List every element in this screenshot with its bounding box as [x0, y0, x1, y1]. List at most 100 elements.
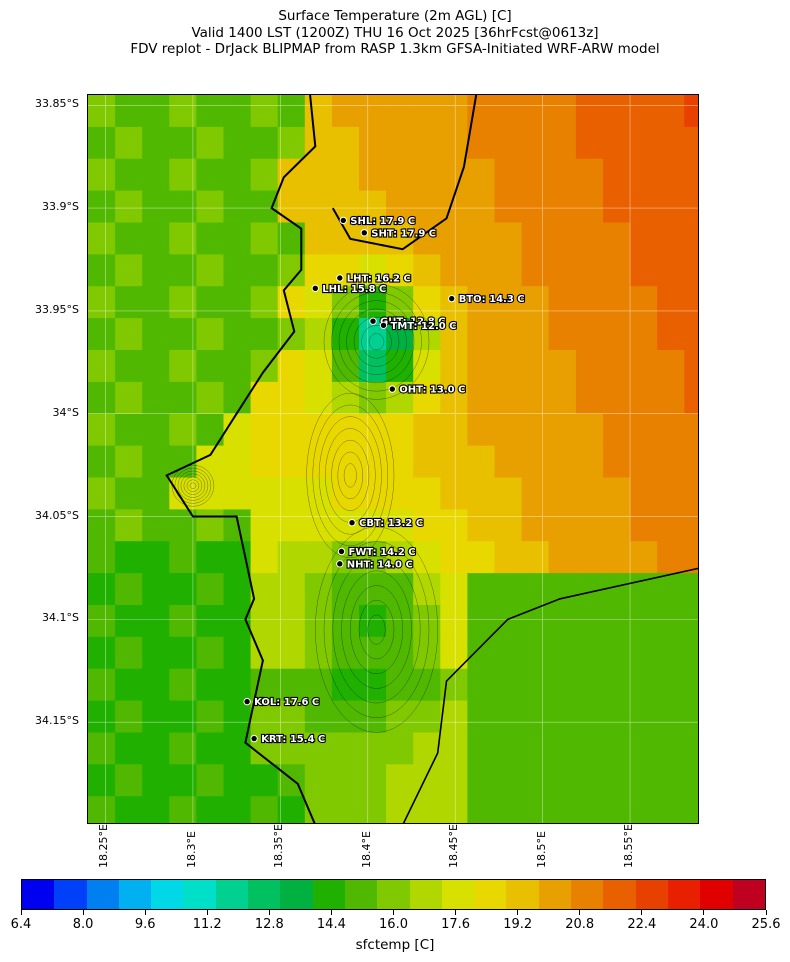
colorbar-segment [215, 880, 249, 909]
colorbar-segment [22, 880, 55, 909]
colorbar-tick-label: 12.8 [254, 917, 284, 932]
colorbar-tick-label: 6.4 [10, 917, 32, 932]
station-nht[interactable]: NHT: 14.0 C [336, 558, 414, 571]
colorbar-tick-label: 8.0 [72, 917, 94, 932]
colorbar-tick [765, 910, 767, 915]
colorbar-segment [86, 880, 119, 909]
colorbar-title: sfctemp [C] [355, 937, 435, 953]
station-label: TMT: 12.0 C [391, 321, 457, 332]
colorbar-segment [700, 880, 733, 909]
colorbar [21, 879, 766, 910]
lon-label: 18.35°E [272, 824, 285, 868]
colorbar-tick-label: 25.6 [751, 917, 781, 932]
station-fwt[interactable]: FWT: 14.2 C [337, 546, 417, 559]
lon-label: 18.45°E [447, 824, 460, 868]
station-marker [311, 284, 320, 293]
station-marker [348, 519, 356, 527]
station-lhl[interactable]: LHL: 15.8 C [311, 283, 387, 296]
colorbar-segment [474, 880, 507, 909]
colorbar-tick [579, 910, 581, 915]
station-shl[interactable]: SHL: 17.9 C [339, 215, 416, 228]
colorbar-segment [506, 880, 539, 909]
station-label: SHT: 17.9 C [371, 228, 436, 239]
colorbar-segment [377, 880, 410, 909]
map-panel[interactable]: SHL: 17.9 C SHT: 17.9 C LHT: 16.2 C LHL: 15… [87, 94, 699, 824]
station-kol[interactable]: KOL: 17.6 C [243, 696, 320, 709]
colorbar-segment [344, 880, 378, 909]
station-lht[interactable]: LHT: 16.2 C [336, 272, 412, 286]
colorbar-segment [151, 880, 184, 909]
colorbar-segment [312, 880, 345, 909]
station-marker [243, 697, 251, 706]
station-label: LHL: 15.8 C [322, 284, 386, 295]
station-krt[interactable]: KRT: 15.4 C [250, 733, 326, 746]
station-label: GUT: 12.8 C [380, 317, 446, 328]
station-marker [379, 321, 388, 330]
colorbar-segment [183, 880, 216, 909]
station-oht[interactable]: OHT: 13.0 C [388, 384, 467, 397]
station-label: BTO: 14.3 C [459, 294, 525, 305]
colorbar-segment [280, 880, 313, 909]
lat-label: 34.15°S [35, 714, 79, 727]
colorbar-tick [330, 910, 332, 915]
station-tmt[interactable]: TMT: 12.0 C [379, 320, 458, 333]
station-marker [250, 734, 258, 743]
lat-label: 34.05°S [35, 509, 79, 522]
colorbar-tick [641, 910, 643, 915]
station-marker [336, 560, 344, 568]
station-label: KRT: 15.4 C [261, 734, 325, 745]
colorbar-tick [393, 910, 394, 915]
station-label: KOL: 17.6 C [254, 697, 319, 708]
colorbar-segment [54, 880, 87, 909]
station-sht[interactable]: SHT: 17.9 C [360, 227, 437, 240]
colorbar-segment [667, 880, 701, 909]
station-marker [388, 385, 396, 393]
station-cbt[interactable]: CBT: 13.2 C [348, 517, 424, 530]
station-label: SHL: 17.9 C [350, 216, 415, 227]
colorbar-tick-label: 16.0 [379, 917, 408, 932]
colorbar-tick-label: 11.2 [192, 917, 222, 932]
colorbar-segment [732, 880, 765, 909]
coastline [165, 95, 317, 823]
colorbar-segment [635, 880, 668, 909]
lon-label: 18.55°E [622, 824, 635, 868]
station-bto[interactable]: BTO: 14.3 C [448, 293, 526, 306]
boundary-line [402, 567, 698, 823]
temperature-field [88, 95, 698, 823]
lat-label: 34°S [52, 406, 79, 419]
colorbar-segment [409, 880, 442, 909]
lon-label: 18.5°E [535, 831, 548, 868]
colorbar-tick [82, 910, 84, 915]
graticule [88, 95, 698, 823]
colorbar-tick-label: 9.6 [134, 917, 156, 932]
chart-title: Surface Temperature (2m AGL) [C] Valid 1… [0, 8, 790, 58]
colorbar-tick [703, 910, 705, 915]
colorbar-tick [268, 910, 270, 915]
station-gut[interactable]: GUT: 12.8 C [369, 316, 447, 329]
lon-label: 18.25°E [97, 824, 110, 868]
colorbar-tick-label: 20.8 [565, 917, 595, 932]
title-line-1: Surface Temperature (2m AGL) [C] [278, 8, 512, 24]
colorbar-segment [118, 880, 152, 909]
station-marker [360, 229, 368, 237]
colorbar-tick-label: 17.6 [441, 917, 471, 932]
colorbar-segment [538, 880, 572, 909]
lat-label: 33.95°S [35, 303, 79, 316]
station-label: LHT: 16.2 C [347, 274, 411, 285]
station-marker [448, 294, 456, 303]
colorbar-tick [455, 910, 457, 915]
lon-label: 18.3°E [185, 831, 198, 868]
lat-label: 34.1°S [42, 611, 79, 624]
colorbar-segment [441, 880, 475, 909]
station-marker [339, 216, 348, 225]
colorbar-tick-label: 22.4 [627, 917, 657, 932]
title-line-3: FDV replot - DrJack BLIPMAP from RASP 1.… [130, 41, 660, 57]
lon-label: 18.4°E [360, 831, 373, 868]
station-label: NHT: 14.0 C [347, 559, 413, 570]
lat-label: 33.9°S [42, 200, 79, 213]
lat-label: 33.85°S [35, 97, 79, 110]
colorbar-segment [248, 880, 281, 909]
colorbar-tick [517, 910, 519, 915]
